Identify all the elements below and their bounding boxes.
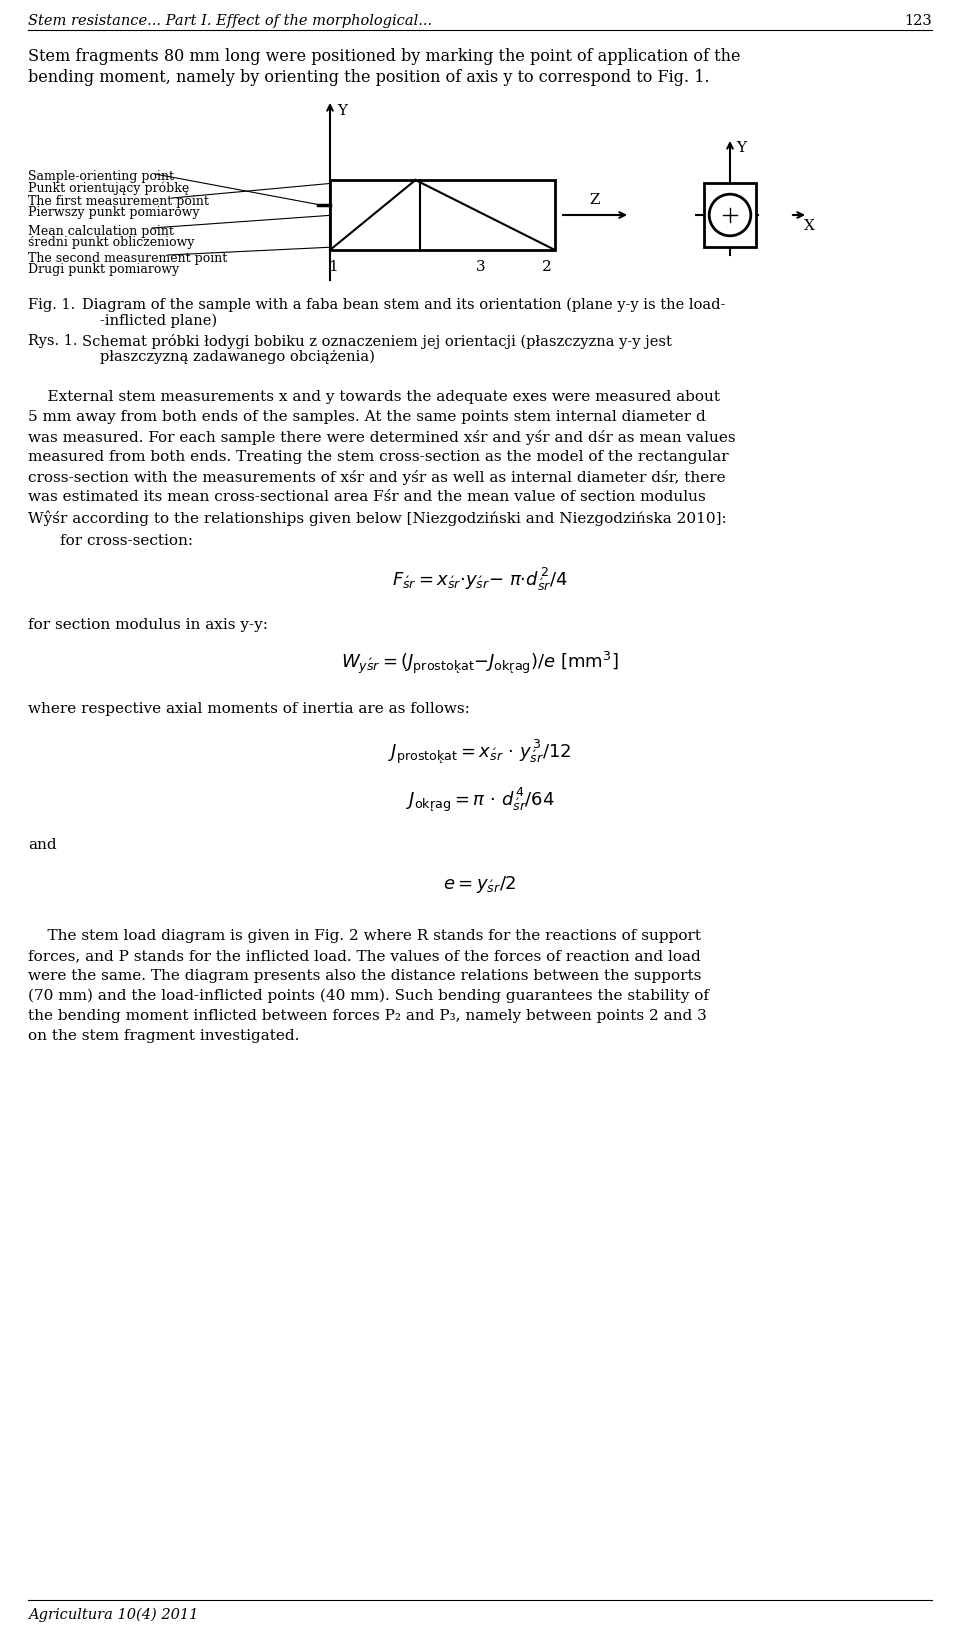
Bar — [704, 183, 756, 247]
Text: Y: Y — [736, 141, 746, 155]
Text: Agricultura 10(4) 2011: Agricultura 10(4) 2011 — [28, 1608, 199, 1623]
Text: Sample-orienting point: Sample-orienting point — [28, 170, 174, 183]
Text: Pierwszy punkt pomiarowy: Pierwszy punkt pomiarowy — [28, 206, 200, 219]
Text: forces, and P stands for the inflicted load. The values of the forces of reactio: forces, and P stands for the inflicted l… — [28, 949, 701, 962]
Text: was measured. For each sample there were determined xśr and yśr and dśr as mean : was measured. For each sample there were… — [28, 430, 735, 444]
Text: 1: 1 — [328, 260, 338, 275]
Text: Drugi punkt pomiarowy: Drugi punkt pomiarowy — [28, 263, 180, 276]
Text: Fig. 1.: Fig. 1. — [28, 297, 75, 312]
Text: Diagram of the sample with a faba bean stem and its orientation (plane y-y is th: Diagram of the sample with a faba bean s… — [82, 297, 726, 312]
Text: $F_{\acute{s}r} = x_{\acute{s}r}{\cdot}y_{\acute{s}r}{-}\ \pi{\cdot}d_{\acute{s}: $F_{\acute{s}r} = x_{\acute{s}r}{\cdot}y… — [392, 565, 568, 593]
Text: 2: 2 — [542, 260, 552, 275]
Text: Punkt orientujący próbkę: Punkt orientujący próbkę — [28, 181, 189, 194]
Text: Rys. 1.: Rys. 1. — [28, 333, 78, 348]
Text: for section modulus in axis y-y:: for section modulus in axis y-y: — [28, 618, 268, 632]
Text: (70 mm) and the load-inflicted points (40 mm). Such bending guarantees the stabi: (70 mm) and the load-inflicted points (4… — [28, 989, 709, 1003]
Text: bending moment, namely by orienting the position of axis y to correspond to Fig.: bending moment, namely by orienting the … — [28, 69, 709, 87]
Text: 5 mm away from both ends of the samples. At the same points stem internal diamet: 5 mm away from both ends of the samples.… — [28, 410, 706, 423]
Text: Stem fragments 80 mm long were positioned by marking the point of application of: Stem fragments 80 mm long were positione… — [28, 47, 740, 65]
Text: Stem resistance... Part I. Effect of the morphological...: Stem resistance... Part I. Effect of the… — [28, 15, 432, 28]
Text: the bending moment inflicted between forces P₂ and P₃, namely between points 2 a: the bending moment inflicted between for… — [28, 1010, 707, 1023]
Text: where respective axial moments of inertia are as follows:: where respective axial moments of inerti… — [28, 703, 469, 716]
Text: on the stem fragment investigated.: on the stem fragment investigated. — [28, 1029, 300, 1042]
Text: were the same. The diagram presents also the distance relations between the supp: were the same. The diagram presents also… — [28, 969, 702, 984]
Bar — [330, 180, 555, 250]
Text: Y: Y — [337, 105, 347, 118]
Text: measured from both ends. Treating the stem cross-section as the model of the rec: measured from both ends. Treating the st… — [28, 449, 729, 464]
Text: cross-section with the measurements of xśr and yśr as well as internal diameter : cross-section with the measurements of x… — [28, 471, 726, 485]
Text: -inflicted plane): -inflicted plane) — [100, 314, 217, 328]
Text: and: and — [28, 838, 57, 851]
Text: Mean calculation point: Mean calculation point — [28, 225, 174, 239]
Text: płaszczyzną zadawanego obciążenia): płaszczyzną zadawanego obciążenia) — [100, 350, 374, 364]
Text: $e = y_{\acute{s}r}/2$: $e = y_{\acute{s}r}/2$ — [444, 874, 516, 895]
Text: External stem measurements x and y towards the adequate exes were measured about: External stem measurements x and y towar… — [28, 391, 720, 404]
Text: $W_{y\acute{s}r} = (J_{\mathrm{prostok\k{a}t}}{-}J_{\mathrm{okr\k{a}g}})/e\ [\ma: $W_{y\acute{s}r} = (J_{\mathrm{prostok\k… — [341, 650, 619, 676]
Text: 3: 3 — [476, 260, 486, 275]
Text: The stem load diagram is given in Fig. 2 where R stands for the reactions of sup: The stem load diagram is given in Fig. 2… — [28, 930, 701, 943]
Text: $J_{\mathrm{prostok\k{a}t}} = x_{\acute{s}r}\ {\cdot}\ y_{\acute{s}r}^{\,3}/12$: $J_{\mathrm{prostok\k{a}t}} = x_{\acute{… — [388, 739, 572, 766]
Text: średni punkt obliczeniowy: średni punkt obliczeniowy — [28, 235, 195, 248]
Text: $J_{\mathrm{okr\k{a}g}} = \pi\ {\cdot}\ d_{\acute{s}r}^{\,4}/64$: $J_{\mathrm{okr\k{a}g}} = \pi\ {\cdot}\ … — [406, 786, 554, 814]
Text: Schemat próbki łodygi bobiku z oznaczeniem jej orientacji (płaszczyzna y-y jest: Schemat próbki łodygi bobiku z oznaczeni… — [82, 333, 672, 350]
Text: for cross-section:: for cross-section: — [60, 534, 193, 547]
Text: Z: Z — [589, 193, 600, 208]
Text: Wŷśr according to the relationships given below [Niezgodziński and Niezgodzińska: Wŷśr according to the relationships give… — [28, 510, 727, 526]
Text: 123: 123 — [904, 15, 932, 28]
Text: was estimated its mean cross-sectional area Fśr and the mean value of section mo: was estimated its mean cross-sectional a… — [28, 490, 706, 503]
Text: X: X — [804, 219, 815, 234]
Text: The second measurement point: The second measurement point — [28, 252, 228, 265]
Text: The first measurement point: The first measurement point — [28, 194, 209, 208]
